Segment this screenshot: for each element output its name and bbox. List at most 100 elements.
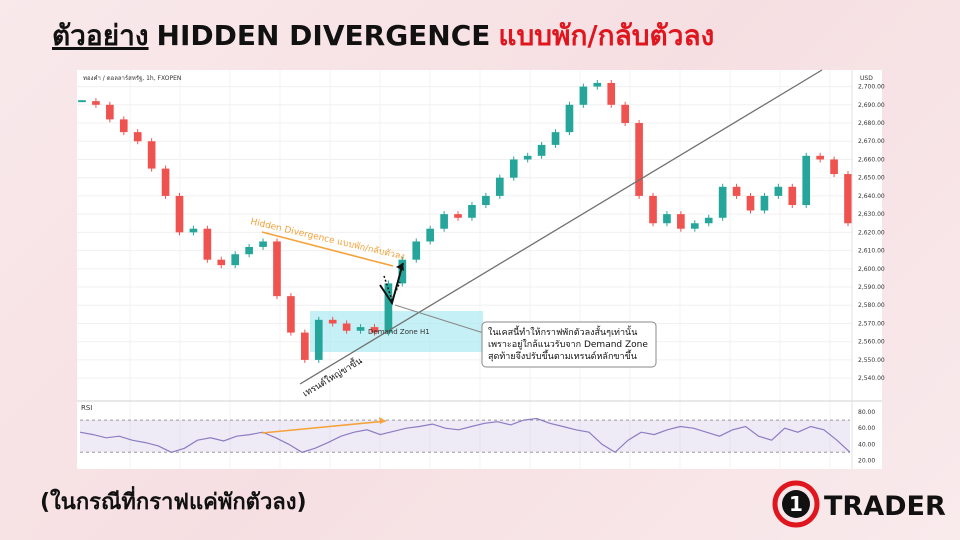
- candle: [732, 186, 741, 196]
- y-tick-label: 2,600.00: [858, 266, 885, 273]
- candle: [384, 283, 393, 333]
- callout-connector: [394, 304, 491, 336]
- rsi-divergence-line: [261, 420, 387, 434]
- callout-line: ในเคสนี้ทำให้กราฟพักตัวลงสั้นๆเท่านั้น: [488, 325, 637, 338]
- candle: [301, 332, 309, 360]
- rsi-series: [79, 417, 851, 454]
- candle: [426, 228, 435, 242]
- title: ตัวอย่าง HIDDEN DIVERGENCE แบบพัก/กลับตัวล…: [52, 14, 714, 58]
- logo-core: [782, 490, 810, 518]
- logo-text: TRADER: [824, 491, 946, 522]
- candle: [649, 195, 657, 224]
- candle: [482, 195, 490, 206]
- candle: [593, 82, 602, 87]
- y-tick-label: 2,620.00: [858, 229, 885, 236]
- trend-line: [299, 69, 823, 385]
- y-tick-label: 2,630.00: [858, 211, 885, 218]
- candle: [690, 223, 699, 229]
- candle: [704, 217, 713, 224]
- demand-zone-label: Demand Zone H1: [368, 328, 430, 336]
- y-tick-label: 2,610.00: [858, 248, 885, 255]
- rsi-title: RSI: [81, 404, 92, 412]
- y-tick-label: 40.00: [858, 441, 875, 448]
- candle: [287, 296, 295, 333]
- title-part: HIDDEN DIVERGENCE: [156, 19, 491, 52]
- candle: [830, 159, 838, 175]
- rsi-band: [80, 420, 850, 453]
- y-tick-label: 20.00: [858, 457, 875, 464]
- candle: [454, 214, 462, 218]
- y-tick-label: 2,670.00: [858, 138, 885, 145]
- candle: [245, 246, 253, 255]
- axis: 2,540.00 2,550.00 2,560.00 2,570.00 2,580.00…: [858, 84, 885, 465]
- candle: [231, 254, 240, 266]
- candle: [746, 195, 755, 211]
- candle: [106, 104, 114, 120]
- footer-note: (ในกรณีที่กราฟแค่พักตัวลง): [40, 490, 307, 515]
- candle: [147, 141, 156, 169]
- arrow-head: [396, 263, 404, 271]
- candle: [356, 327, 365, 331]
- dotted-path: [383, 275, 401, 303]
- candle: [412, 241, 421, 260]
- candle: [328, 319, 337, 324]
- unit-label: USD: [860, 75, 873, 82]
- y-tick-label: 2,640.00: [858, 193, 885, 200]
- logo-ring: [772, 480, 820, 528]
- y-tick-label: 60.00: [858, 425, 875, 432]
- candle: [635, 123, 643, 196]
- candle: [718, 186, 727, 218]
- logo: 1 TRADER: [772, 480, 946, 528]
- title-part: แบบพัก/กลับตัวลง: [498, 19, 715, 52]
- candle: [175, 195, 184, 233]
- candle: [495, 177, 504, 196]
- demand-zone: [310, 311, 483, 352]
- callout-line: เพราะอยู่ใกล้แนวรับจาก Demand Zone: [488, 339, 648, 350]
- candle: [844, 174, 852, 224]
- divergence-line: [261, 231, 394, 267]
- y-tick-label: 2,550.00: [858, 357, 885, 364]
- candle: [774, 186, 783, 196]
- y-tick-label: 2,700.00: [858, 84, 885, 91]
- y-tick-label: 2,570.00: [858, 320, 885, 327]
- callout-box: [481, 321, 657, 368]
- y-tick-label: 80.00: [858, 409, 875, 416]
- arrow-head: [379, 417, 386, 424]
- candle: [273, 241, 281, 297]
- price-series: [78, 79, 852, 363]
- candle: [78, 100, 86, 103]
- candle: [398, 259, 407, 284]
- y-tick-label: 2,650.00: [858, 175, 885, 182]
- candle: [760, 195, 769, 211]
- candle: [217, 259, 226, 266]
- candle: [607, 82, 616, 105]
- candle: [203, 228, 212, 260]
- rsi-line: [79, 417, 851, 454]
- candle: [92, 101, 100, 105]
- candle: [468, 205, 476, 218]
- candle: [816, 155, 824, 160]
- candle: [537, 144, 546, 156]
- y-tick-label: 2,680.00: [858, 120, 885, 127]
- y-tick-label: 2,560.00: [858, 339, 885, 346]
- candle: [119, 119, 128, 133]
- candle: [342, 323, 351, 331]
- candle: [802, 155, 811, 206]
- zigzag-arrow: [379, 262, 404, 306]
- candle: [579, 86, 588, 105]
- candle: [370, 327, 379, 333]
- candle: [621, 104, 629, 124]
- candle: [161, 168, 170, 196]
- title-part: ตัวอย่าง: [52, 19, 149, 52]
- y-tick-label: 2,590.00: [858, 284, 885, 291]
- candle: [189, 228, 198, 233]
- y-tick-label: 2,660.00: [858, 156, 885, 163]
- candle: [314, 319, 323, 360]
- y-tick-label: 2,540.00: [858, 375, 885, 382]
- candle: [565, 104, 574, 133]
- logo-number: 1: [789, 492, 803, 516]
- candle: [509, 159, 518, 178]
- callout-line: สุดท้ายจึงปรับขึ้นตามเทรนด์หลักขาขึ้น: [488, 349, 637, 362]
